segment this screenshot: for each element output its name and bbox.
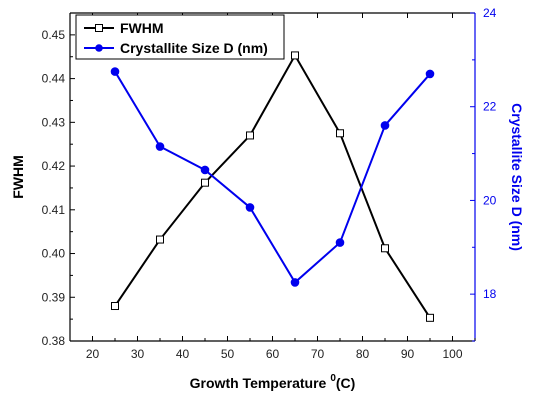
fwhm-data-point [246, 131, 254, 140]
y-right-tick-label: 22 [483, 100, 497, 114]
crystallite-size-data-point [380, 121, 390, 130]
fwhm-data-point [381, 244, 389, 253]
crystallite-size-data-point [335, 238, 345, 247]
fwhm-data-point [156, 235, 164, 244]
crystallite-size-data-point [290, 278, 300, 287]
legend-fwhm-marker [95, 24, 103, 32]
y-left-axis-title: FWHM [10, 155, 26, 199]
x-tick-label: 60 [266, 347, 280, 361]
x-tick-label: 90 [401, 347, 415, 361]
legend-crystallite-marker [95, 44, 103, 52]
y-right-tick-label: 20 [483, 193, 497, 207]
x-tick-label: 20 [86, 347, 100, 361]
y-right-tick-label: 18 [483, 287, 497, 301]
crystallite-size-data-point [200, 165, 210, 175]
x-axis-title-superscript: 0 [330, 373, 336, 384]
legend-crystallite-label: Crystallite Size D (nm) [120, 40, 268, 56]
series-line-crystallite-size [114, 71, 431, 284]
y-left-tick-label: 0.43 [42, 115, 66, 129]
y-left-tick-label: 0.42 [42, 159, 66, 173]
crystallite-size-data-point [245, 203, 255, 212]
x-tick-label: 80 [356, 347, 370, 361]
fwhm-data-point [111, 302, 119, 311]
y-left-tick-label: 0.38 [42, 334, 66, 348]
x-axis-title: Growth Temperature 0(C) [190, 373, 356, 391]
y-left-tick-label: 0.39 [42, 290, 66, 304]
y-left-tick-label: 0.44 [42, 72, 66, 86]
crystallite-size-data-point [155, 142, 165, 151]
y-right-tick-label: 24 [483, 6, 497, 20]
y-right-axis-title: Crystallite Size D (nm) [509, 103, 525, 251]
fwhm-data-point [426, 313, 434, 322]
fwhm-data-point [291, 51, 299, 60]
legend-box [75, 14, 285, 60]
x-tick-label: 100 [442, 347, 462, 361]
crystallite-size-data-point [110, 67, 120, 76]
x-tick-label: 40 [176, 347, 190, 361]
x-tick-label: 50 [221, 347, 235, 361]
y-left-tick-label: 0.41 [42, 203, 66, 217]
y-left-tick-label: 0.45 [42, 28, 66, 42]
fwhm-data-point [336, 129, 344, 138]
legend-fwhm-label: FWHM [120, 20, 164, 36]
x-axis-title-text: Growth Temperature [190, 375, 327, 391]
x-tick-label: 70 [311, 347, 325, 361]
x-tick-label: 30 [131, 347, 145, 361]
series-line-fwhm [114, 53, 431, 319]
y-left-tick-label: 0.40 [42, 247, 66, 261]
x-axis-title-unit: (C) [336, 375, 355, 391]
fwhm-data-point [201, 178, 209, 187]
crystallite-size-data-point [425, 69, 435, 79]
